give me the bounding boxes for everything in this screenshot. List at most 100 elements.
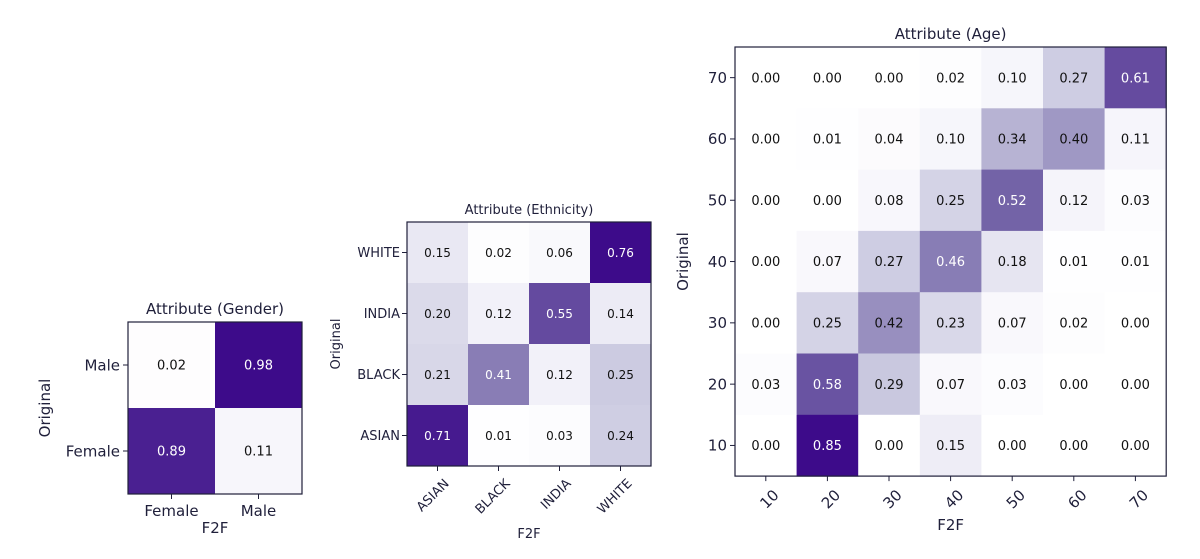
cell-value-label: 0.25 (607, 368, 634, 382)
cell-value-label: 0.02 (485, 246, 512, 260)
heatmap-cell (128, 322, 216, 409)
cell-value-label: 0.00 (751, 133, 780, 148)
cell-value-label: 0.00 (998, 439, 1027, 454)
heatmap-cell (858, 169, 921, 232)
heatmap-cell (529, 222, 591, 284)
cell-value-label: 0.00 (751, 317, 780, 332)
cell-value-label: 0.58 (813, 378, 842, 393)
y-tick-label: BLACK (357, 368, 400, 383)
cell-value-label: 0.12 (1059, 194, 1088, 209)
heatmap-cell (1043, 169, 1106, 232)
heatmap-cell (858, 47, 921, 109)
heatmap-cell (981, 353, 1044, 416)
cell-value-label: 0.00 (751, 439, 780, 454)
y-tick-label: 70 (708, 69, 727, 87)
cell-value-label: 0.07 (936, 378, 965, 393)
x-tick-label: 60 (1064, 486, 1090, 512)
y-tick-label: 30 (708, 314, 727, 332)
cell-value-label: 0.07 (813, 255, 842, 270)
heatmap-cell (858, 292, 921, 354)
cell-value-label: 0.00 (1121, 317, 1150, 332)
cell-value-label: 0.52 (998, 194, 1027, 209)
heatmap-cell (1104, 292, 1167, 354)
heatmap-3: Attribute (Age) 0.00 0.00 0.00 0.02 0.10 0.27 0… (674, 25, 1167, 534)
y-tick-label: 50 (708, 192, 727, 210)
heatmap-cell (981, 230, 1044, 293)
heatmap-cell (1104, 414, 1167, 477)
y-tick-label: 60 (708, 130, 727, 148)
cell-value-label: 0.02 (157, 359, 186, 374)
heatmap-cell (858, 230, 921, 293)
heatmap-cell (796, 292, 859, 354)
heatmap-cell (919, 353, 982, 416)
y-tick-label: Female (66, 442, 120, 460)
heatmap-cell (735, 47, 798, 109)
cell-value-label: 0.85 (813, 439, 842, 454)
heatmap-cell (981, 108, 1044, 171)
y-tick-label: ASIAN (360, 429, 400, 444)
x-axis-label: F2F (202, 519, 229, 537)
heatmap-cell (215, 322, 303, 409)
cell-value-label: 0.01 (1059, 255, 1088, 270)
x-tick-label: Female (144, 502, 198, 520)
cell-value-label: 0.00 (1121, 378, 1150, 393)
heatmap-cell (981, 47, 1044, 109)
cell-value-label: 0.76 (607, 246, 634, 260)
cell-value-label: 0.46 (936, 255, 965, 270)
x-tick-label: INDIA (538, 476, 574, 512)
heatmap-cell (590, 344, 652, 406)
heatmap-cell (1104, 353, 1167, 416)
plot-frame (127, 321, 303, 495)
y-tick-label: Male (84, 356, 120, 374)
heatmap-cell (590, 283, 652, 345)
cell-value-label: 0.00 (751, 194, 780, 209)
y-axis-label: Original (329, 319, 344, 370)
heatmap-cell (590, 222, 652, 284)
x-axis-label: F2F (937, 516, 964, 534)
y-axis-label: Original (36, 379, 54, 438)
cell-value-label: 0.27 (1059, 71, 1088, 86)
heatmap-cell (796, 230, 859, 293)
y-tick-label: 20 (708, 375, 727, 393)
y-tick-label: INDIA (364, 307, 400, 322)
heatmap-cell (919, 230, 982, 293)
cell-value-label: 0.12 (546, 368, 573, 382)
cell-value-label: 0.20 (424, 307, 451, 321)
heatmap-cell (735, 292, 798, 354)
cell-value-label: 0.21 (424, 368, 451, 382)
heatmap-cell (919, 47, 982, 109)
heatmap-cell (407, 405, 469, 467)
heatmap-cell (1043, 292, 1106, 354)
cell-value-label: 0.03 (1121, 194, 1150, 209)
cell-value-label: 0.02 (1059, 317, 1088, 332)
x-tick-label: ASIAN (414, 476, 453, 515)
cell-value-label: 0.02 (936, 71, 965, 86)
heatmap-cell (590, 405, 652, 467)
x-tick-label: WHITE (595, 476, 636, 517)
cell-value-label: 0.10 (998, 71, 1027, 86)
heatmap-cell (796, 47, 859, 109)
cell-value-label: 0.25 (936, 194, 965, 209)
cell-value-label: 0.03 (546, 429, 573, 443)
heatmap-cell (858, 414, 921, 477)
cell-value-label: 0.15 (936, 439, 965, 454)
cell-value-label: 0.07 (998, 317, 1027, 332)
heatmap-cell (407, 344, 469, 406)
heatmap-2: Attribute (Ethnicity) 0.15 0.02 0.06 0.76 0.2… (329, 203, 652, 542)
heatmap-cell (1043, 47, 1106, 109)
heatmap-cell (407, 222, 469, 284)
chart-title: Attribute (Ethnicity) (465, 203, 594, 218)
cell-value-label: 0.89 (157, 445, 186, 460)
cell-value-label: 0.01 (485, 429, 512, 443)
heatmap-cell (1043, 230, 1106, 293)
heatmap-cell (468, 283, 530, 345)
heatmap-cell (735, 414, 798, 477)
cell-value-label: 0.00 (813, 71, 842, 86)
cell-value-label: 0.15 (424, 246, 451, 260)
heatmap-cell (407, 283, 469, 345)
heatmap-cell (796, 108, 859, 171)
heatmap-cell (468, 344, 530, 406)
cell-value-label: 0.25 (813, 317, 842, 332)
cell-value-label: 0.29 (875, 378, 904, 393)
